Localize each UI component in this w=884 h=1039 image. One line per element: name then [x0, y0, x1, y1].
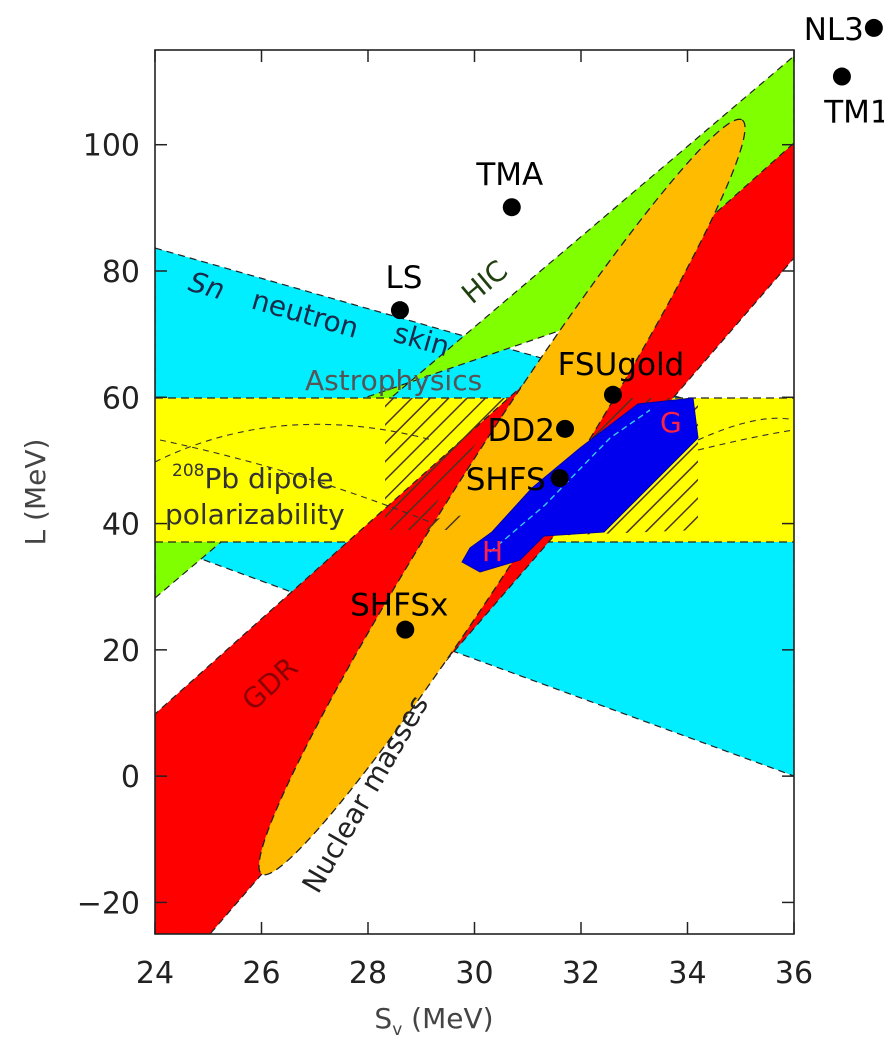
blue-region-inner-line [489, 409, 651, 553]
y-tick-label: 0 [121, 760, 140, 795]
dashed-curve-left-2 [159, 439, 431, 523]
x-tick-label: 34 [668, 956, 706, 991]
x-tick-label: 30 [455, 956, 493, 991]
plot-area [155, 50, 794, 934]
label-208pb: 208Pb dipole [172, 461, 333, 495]
point-label-shfsx: SHFSx [350, 588, 448, 624]
point-label-fsugold: FSUgold [558, 347, 685, 383]
point-nl3 [864, 18, 883, 37]
dashed-curve-left [155, 423, 433, 463]
point-label-dd2: DD2 [488, 413, 555, 449]
point-tma [502, 198, 521, 217]
point-label-nl3: NL3 [804, 12, 864, 48]
region-nuclear-masses [258, 118, 746, 876]
dashed-curve-right-2 [697, 429, 794, 451]
point-fsugold [603, 385, 622, 404]
y-tick-label: 100 [83, 129, 140, 164]
point-shfs [550, 469, 569, 488]
point-dd2 [556, 419, 575, 438]
label-polarizability: polarizability [165, 498, 345, 531]
label-h: H [482, 535, 503, 568]
x-tick-label: 32 [562, 956, 600, 991]
y-tick-label: 60 [102, 381, 140, 416]
x-ticks: 24 26 28 30 32 34 36 [136, 50, 813, 991]
y-axis-title: L (MeV) [19, 439, 52, 546]
label-astrophysics: Astrophysics [305, 364, 482, 397]
region-blue-g-h [461, 397, 699, 573]
x-tick-label: 36 [775, 956, 813, 991]
y-ticks: −20 0 20 40 60 80 100 [77, 129, 794, 921]
y-tick-label: −20 [77, 886, 140, 921]
x-tick-label: 28 [349, 956, 387, 991]
point-label-tma: TMA [475, 157, 543, 193]
point-shfsx [396, 620, 415, 639]
point-label-ls: LS [385, 260, 422, 296]
x-tick-label: 24 [136, 956, 174, 991]
x-tick-label: 26 [242, 956, 280, 991]
y-tick-label: 80 [102, 255, 140, 290]
point-label-shfs: SHFS [466, 462, 546, 498]
x-axis-title: Sv (MeV) [374, 1002, 493, 1039]
point-label-tm1: TM1 [823, 95, 884, 131]
label-g: G [660, 406, 682, 439]
point-ls [390, 301, 409, 320]
region-astrophysics-hatch [385, 398, 506, 530]
point-tm1 [832, 67, 851, 86]
dashed-curve-right [697, 417, 794, 441]
y-tick-label: 20 [102, 634, 140, 669]
y-tick-label: 40 [102, 508, 140, 543]
